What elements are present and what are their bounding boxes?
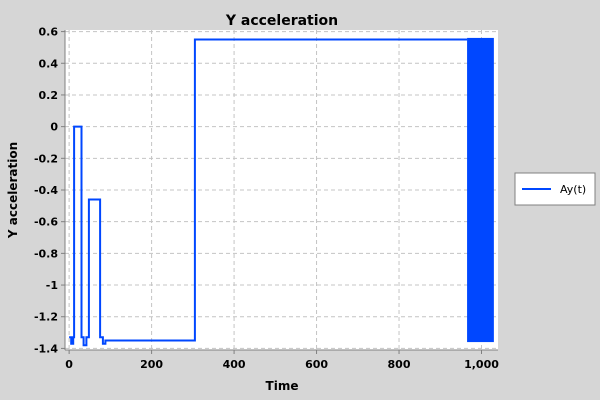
y-tick-label: 0.4: [39, 57, 59, 70]
y-tick-label: 0.2: [39, 89, 59, 102]
y-tick-label: 0: [50, 121, 58, 134]
y-tick-label: -0.2: [34, 152, 58, 165]
grid-lines: [65, 30, 498, 350]
y-tick-label: -0.8: [34, 247, 58, 260]
y-tick-label: -1.4: [34, 342, 58, 355]
legend: Ay(t): [514, 172, 596, 206]
y-tick-label: -1: [46, 279, 58, 292]
x-axis-label: Time: [266, 379, 299, 393]
y-axis-label: Y acceleration: [6, 142, 20, 239]
data-layer: [69, 37, 494, 347]
series-oscillation-band: [467, 37, 494, 343]
legend-label-ay: Ay(t): [560, 183, 586, 196]
y-tick-label: 0.6: [39, 26, 59, 39]
y-tick-label: -0.4: [34, 184, 58, 197]
x-tick-label: 1,000: [464, 358, 499, 371]
x-tick-label: 0: [65, 358, 73, 371]
series-line-ay: [69, 38, 468, 347]
tick-layer: 0 200 400 600 800 1,000 0.6 0.4 0.2 0 -0.2 -0.4 -0.6…: [34, 26, 499, 371]
x-tick-label: 600: [305, 358, 328, 371]
x-tick-label: 400: [223, 358, 246, 371]
x-tick-label: 800: [388, 358, 411, 371]
y-tick-label: -1.2: [34, 311, 58, 324]
chart-title: Y acceleration: [225, 13, 338, 29]
x-tick-label: 200: [140, 358, 163, 371]
y-tick-label: -0.6: [34, 216, 58, 229]
